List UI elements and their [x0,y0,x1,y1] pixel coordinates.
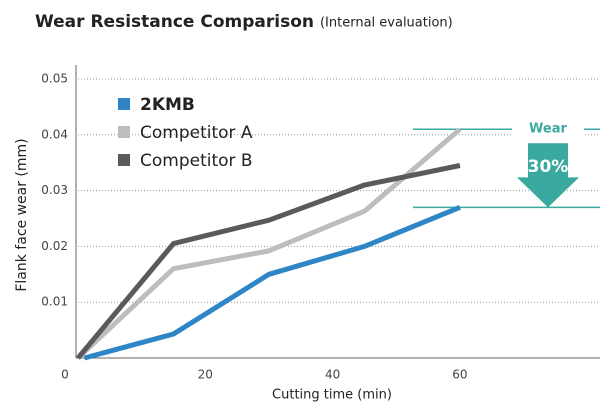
annotation-arrow [517,143,579,208]
y-axis-label: Flank face wear (mm) [14,138,30,291]
x-tick-label: 0 [61,368,69,382]
series-line [83,205,461,361]
y-tick-label: 0.02 [41,239,68,253]
chart-title: Wear Resistance Comparison [35,12,314,32]
x-tick-label: 60 [452,368,467,382]
y-tick-label: 0.05 [41,72,68,86]
series-line [76,127,462,360]
legend-swatch [118,154,130,166]
x-tick-label: 40 [325,368,340,382]
x-axis-label: Cutting time (min) [272,388,392,403]
legend-label: Competitor B [140,151,253,171]
legend-label: Competitor A [140,123,253,143]
y-tick-label: 0.01 [41,295,68,309]
series-line [76,163,461,360]
legend-label: 2KMB [140,95,195,115]
x-tick-label: 20 [198,368,213,382]
y-tick-label: 0.03 [41,183,68,197]
annotation-label: Wear [529,122,567,137]
annotation-bg [512,120,584,139]
legend-swatch [118,126,130,138]
chart-subtitle: (Internal evaluation) [320,16,453,31]
legend-swatch [118,98,130,110]
annotation-value: 30% [528,157,569,177]
y-tick-label: 0.04 [41,127,68,141]
